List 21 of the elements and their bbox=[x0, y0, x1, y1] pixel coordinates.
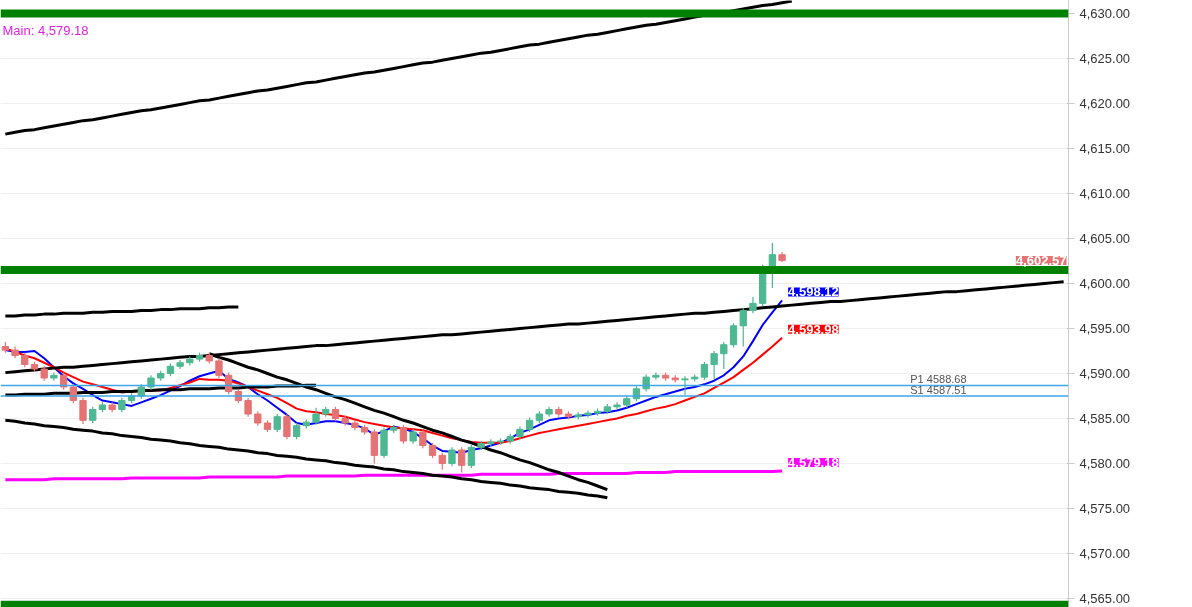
text: 4,602.57 bbox=[1015, 252, 1067, 268]
y-tick-label: 4,580.00 bbox=[1079, 456, 1131, 472]
y-tick-label: 4,620.00 bbox=[1079, 96, 1131, 112]
ref-line-label: S1 4587.51 bbox=[910, 383, 967, 396]
y-tick-label: 4,630.00 bbox=[1079, 6, 1131, 22]
data-label: 4,593.98 bbox=[788, 321, 839, 337]
ref-line-label: P1 4588.68 bbox=[910, 373, 967, 386]
y-tick-label: 4,590.00 bbox=[1079, 366, 1131, 382]
y-tick-label: 4,615.00 bbox=[1079, 141, 1131, 157]
y-tick-label: 4,570.00 bbox=[1079, 546, 1131, 561]
data-label: 4,598.12 bbox=[788, 284, 839, 300]
y-tick-label: 4,565.00 bbox=[1079, 591, 1131, 606]
y-tick-label: 4,605.00 bbox=[1079, 231, 1131, 247]
y-tick-label: 4,585.00 bbox=[1079, 411, 1131, 427]
annotation: Main: 4,579.18 bbox=[2, 23, 89, 38]
y-tick-label: 4,610.00 bbox=[1079, 186, 1131, 202]
y-tick-label: 4,595.00 bbox=[1079, 321, 1131, 337]
y-tick-label: 4,625.00 bbox=[1079, 51, 1131, 67]
y-tick-label: 4,600.00 bbox=[1079, 276, 1131, 292]
y-tick-label: 4,575.00 bbox=[1079, 501, 1131, 517]
data-label: 4,579.18 bbox=[788, 454, 839, 470]
